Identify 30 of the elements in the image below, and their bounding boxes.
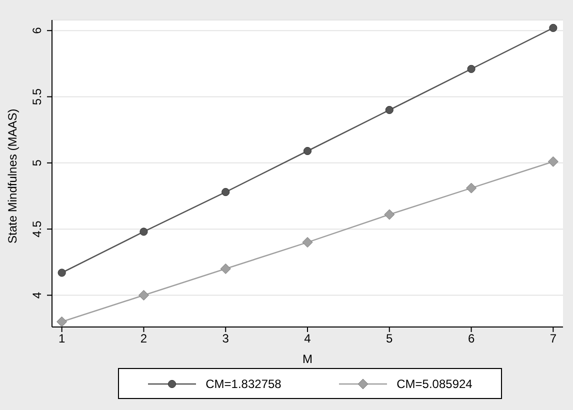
point bbox=[58, 268, 66, 277]
point bbox=[384, 209, 395, 220]
y-axis-title: State Mindfulnes (MAAS) bbox=[5, 108, 20, 244]
x-tick-label: 2 bbox=[140, 332, 148, 346]
point bbox=[220, 264, 231, 274]
point bbox=[138, 290, 149, 300]
point bbox=[56, 316, 68, 327]
x-tick-label: 5 bbox=[386, 332, 394, 346]
point bbox=[303, 146, 312, 156]
point bbox=[467, 64, 476, 74]
point bbox=[466, 182, 477, 194]
legend-label: CM=1.832758 bbox=[206, 376, 282, 390]
point bbox=[302, 237, 313, 248]
point bbox=[222, 188, 230, 196]
y-tick-label: 6 bbox=[30, 26, 44, 34]
point bbox=[385, 106, 394, 114]
point bbox=[549, 24, 558, 32]
x-tick-label: 1 bbox=[58, 332, 66, 346]
x-tick-label: 4 bbox=[304, 332, 312, 346]
x-tick-label: 7 bbox=[550, 332, 557, 346]
legend-label: CM=5.085924 bbox=[396, 376, 472, 390]
x-axis-title: M bbox=[302, 352, 312, 366]
x-tick-label: 3 bbox=[222, 332, 230, 346]
y-tick-label: 4.5 bbox=[30, 220, 44, 238]
x-tick-label: 6 bbox=[468, 332, 475, 346]
y-tick-label: 5.5 bbox=[30, 88, 44, 106]
point bbox=[140, 228, 148, 236]
y-tick-label: 5 bbox=[30, 159, 44, 166]
point bbox=[548, 156, 558, 167]
y-tick-label: 4 bbox=[30, 292, 44, 299]
